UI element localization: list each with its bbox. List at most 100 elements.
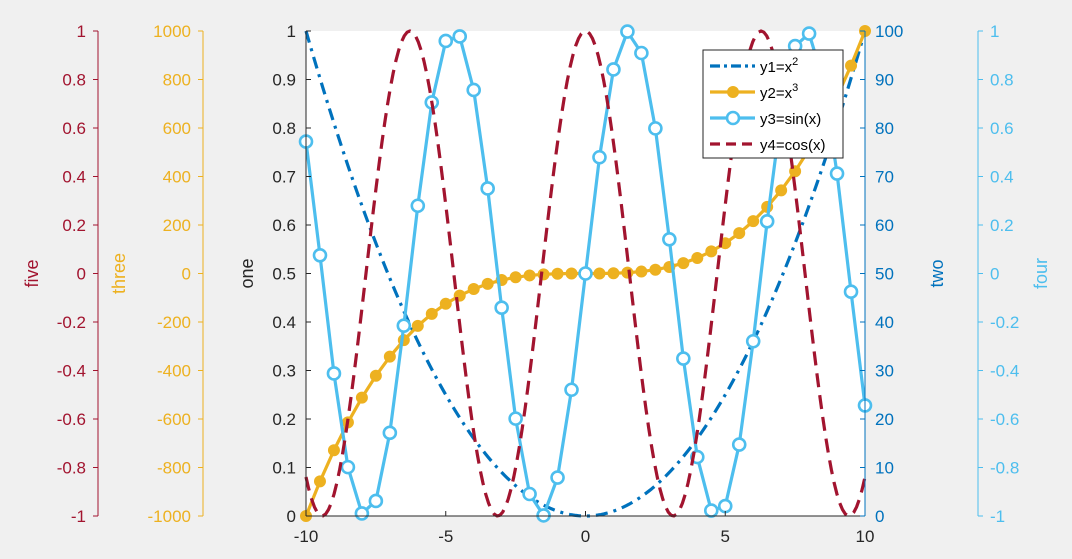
data-point [703,503,719,518]
x-tick-label: 5 [721,527,730,546]
data-point [369,369,382,382]
data-point [327,444,340,457]
y-tick-label: -0.8 [990,459,1019,478]
data-point [312,247,328,263]
y-tick-label: 800 [163,71,191,90]
data-point [481,277,494,290]
data-point [438,33,454,49]
data-point [705,245,718,258]
data-point [550,470,565,485]
data-point [467,283,480,296]
y-tick-label: 70 [875,168,894,187]
y-tick-label: -600 [157,410,191,429]
data-point [648,121,663,136]
y-axis-label-three: three [109,253,129,294]
y-tick-label: -800 [157,459,191,478]
y-tick-label: 50 [875,265,894,284]
data-point [564,382,579,398]
x-tick-label: 10 [856,527,875,546]
series-3 [298,24,873,523]
legend: y1=x2 y2=x3 y3=sin(x) y4=cos(x) [702,49,844,159]
y-tick-label: 0.8 [62,71,86,90]
data-point [691,251,704,264]
data-point [565,267,578,280]
data-point [845,59,858,72]
data-point [829,166,845,181]
data-point [522,486,537,502]
y-tick-label: 1 [287,22,296,41]
data-point [649,263,662,276]
data-point [733,227,746,240]
data-point [662,231,677,247]
data-point [843,284,859,300]
y-tick-label: 0.2 [62,216,86,235]
legend-entry-3: y3=sin(x) [710,110,821,128]
data-point [382,425,398,441]
y-tick-label: -1 [990,507,1005,526]
data-point [745,333,761,349]
data-point [313,475,326,488]
data-point [635,265,648,278]
y-tick-label: -0.8 [57,459,86,478]
x-tick-label: -10 [294,527,319,546]
y-tick-label: -1000 [148,507,191,526]
data-point [509,271,522,284]
y-tick-label: 1 [77,22,86,41]
data-point [775,184,788,197]
y-tick-label: 0.3 [272,362,296,381]
y-tick-label: 600 [163,119,191,138]
data-point [634,45,649,61]
data-point [607,267,620,280]
y-axis-label-one: one [237,258,257,288]
y-axis-one: 0 0.1 0.2 0.3 0.4 0.5 0.6 0.7 0.8 0.9 1 one [237,22,311,526]
y-tick-label: 0.8 [990,71,1014,90]
x-tick-label: 0 [581,527,590,546]
y-axis-three: -1000 -800 -600 -400 -200 0 200 400 600 800 1000 th… [109,22,204,526]
data-point [801,26,817,41]
data-point [717,498,733,514]
legend-box [702,49,844,159]
legend-label: y2=x3 [760,82,798,102]
data-point [480,181,495,196]
data-point [676,351,691,366]
legend-label: y1=x2 [760,56,798,76]
y-tick-label: 400 [163,168,191,187]
y-tick-label: 200 [163,216,191,235]
data-point [592,149,607,165]
series-line-4 [304,29,867,518]
y-tick-label: 30 [875,362,894,381]
data-point [439,297,452,310]
data-point [466,82,482,98]
y-tick-label: 0.7 [272,168,296,187]
legend-label: y4=cos(x) [760,137,825,154]
series-4 [304,29,867,518]
data-point [452,29,468,44]
data-point [396,318,412,333]
y-tick-label: 0.5 [272,265,296,284]
y-axis-two: 0 10 20 30 40 50 60 70 80 90 100 two [860,22,947,526]
data-point [355,391,368,404]
y-tick-label: 0 [990,265,999,284]
data-point [551,267,564,280]
data-point [593,267,606,280]
legend-marker [725,110,741,126]
y-tick-label: 0.2 [990,216,1014,235]
y-tick-label: -0.4 [990,362,1019,381]
y-tick-label: 0 [77,265,86,284]
y-tick-label: 1000 [153,22,191,41]
y-tick-label: 0.9 [272,71,296,90]
data-point [677,257,690,270]
y-tick-label: 0 [287,507,296,526]
legend-entry-1: y1=x2 [710,56,798,76]
y-axis-label-five: five [22,259,42,287]
y-tick-label: -0.2 [990,313,1019,332]
data-point [523,269,536,282]
axes-layer: -10 -5 0 5 1000.10.20.30.40.50.60.70.80.91on… [22,22,1051,546]
y-tick-label: 0.4 [990,168,1014,187]
y-tick-label: -0.6 [57,410,86,429]
y-tick-label: -0.4 [57,362,86,381]
data-point [425,307,438,320]
y-tick-label: 0 [182,265,191,284]
y-axis-label-two: two [927,259,947,287]
data-point [326,366,342,381]
